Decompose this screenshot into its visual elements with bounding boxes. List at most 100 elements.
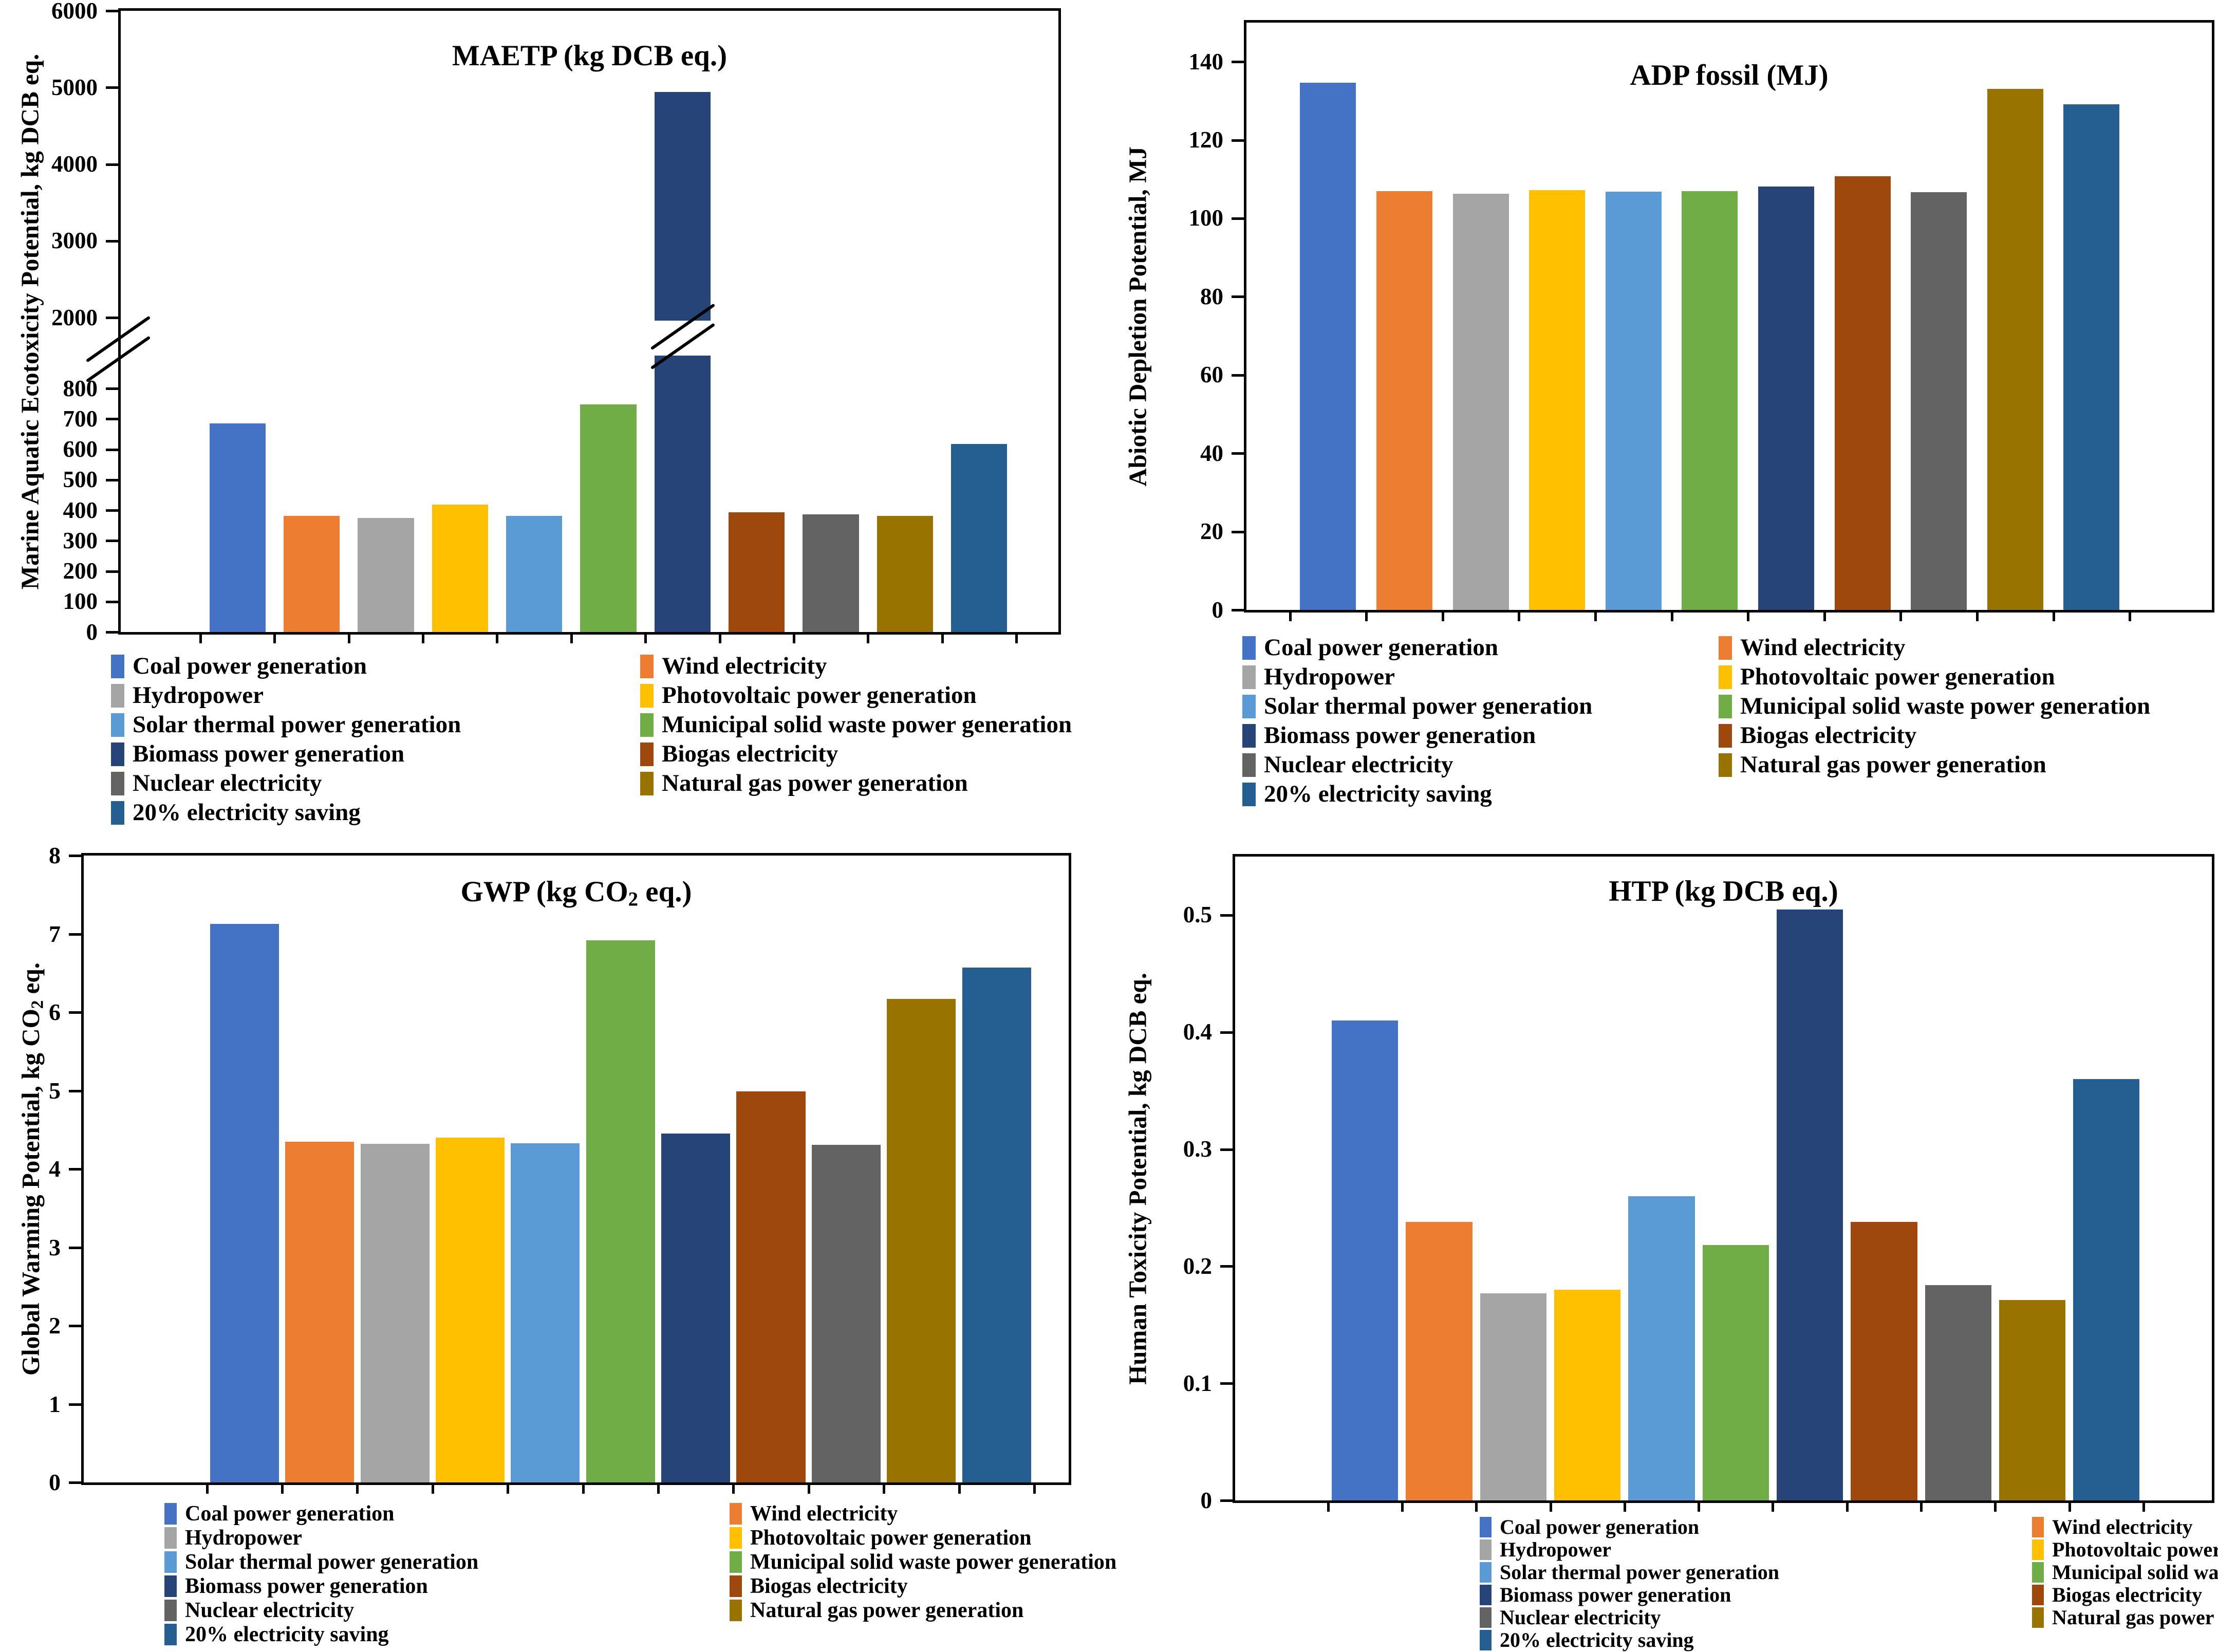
legend-label-msw: Municipal solid waste power generation xyxy=(2052,1561,2218,1584)
legend-swatch-biogas xyxy=(1719,723,1732,748)
maetp-plot-area: MAETP (kg DCB eq.) 6000 5000 4000 3000 2000 8… xyxy=(51,0,1061,643)
legend-swatch-solar xyxy=(111,713,124,737)
legend-item-wind: Wind electricity xyxy=(1719,633,1906,662)
legend-swatch-msw xyxy=(1719,694,1732,718)
legend-swatch-saving xyxy=(1242,782,1256,806)
y-tick-mark xyxy=(1232,452,1244,455)
legend-swatch-hydro xyxy=(1242,665,1256,689)
legend-label-pv: Photovoltaic power generation xyxy=(2052,1538,2218,1561)
y-tick-mark xyxy=(1232,530,1244,533)
y-tick-mark xyxy=(1220,1265,1233,1268)
x-tick-mark xyxy=(356,1485,359,1494)
x-tick-mark xyxy=(1846,1503,1849,1512)
gwp-y-axis-title-text: Global Warming Potential, kg CO xyxy=(16,1009,45,1376)
y-tick-label: 0 xyxy=(1200,1487,1213,1513)
legend-label-wind: Wind electricity xyxy=(2052,1515,2193,1538)
y-tick-mark xyxy=(106,418,118,421)
legend-swatch-saving xyxy=(164,1623,177,1645)
bar-coal xyxy=(209,423,266,632)
legend-item-saving: 20% electricity saving xyxy=(111,798,361,827)
legend-label-biogas: Biogas electricity xyxy=(1740,722,1917,749)
legend-swatch-pv xyxy=(1719,665,1732,689)
bar-nuclear xyxy=(1911,192,1967,610)
x-tick-mark xyxy=(347,635,350,643)
y-tick-label: 80 xyxy=(1200,283,1223,309)
legend-label-nuclear: Nuclear electricity xyxy=(1500,1606,1661,1629)
legend-label-solar: Solar thermal power generation xyxy=(133,711,461,738)
legend-item-natgas: Natural gas power generation xyxy=(1719,750,2046,779)
legend-swatch-nuclear xyxy=(1480,1607,1492,1628)
legend-item-hydro: Hydropower xyxy=(111,681,264,710)
bar-nuclear xyxy=(811,1144,881,1482)
legend-label-coal: Coal power generation xyxy=(133,653,367,679)
y-tick-label: 0.5 xyxy=(1183,902,1212,928)
legend-item-coal: Coal power generation xyxy=(1242,633,1498,662)
bar-coal xyxy=(210,923,279,1482)
y-tick-mark xyxy=(1220,914,1233,917)
x-tick-mark xyxy=(1976,612,1979,621)
legend-label-natgas: Natural gas power generation xyxy=(750,1598,1024,1622)
bar-biogas xyxy=(1834,176,1891,610)
x-tick-mark xyxy=(732,1485,735,1494)
legend-item-wind: Wind electricity xyxy=(640,652,827,681)
legend-swatch-solar xyxy=(1242,694,1256,718)
bar-pv xyxy=(1554,1289,1621,1500)
y-tick-label: 6000 xyxy=(51,0,98,24)
bar-coal xyxy=(1300,82,1356,610)
legend-label-solar: Solar thermal power generation xyxy=(1264,693,1593,719)
x-tick-mark xyxy=(1823,612,1826,621)
bar-hydro xyxy=(358,517,414,632)
x-tick-mark xyxy=(570,635,573,643)
y-tick-label: 0.2 xyxy=(1183,1253,1212,1279)
x-tick-mark xyxy=(1670,612,1673,621)
legend-label-saving: 20% electricity saving xyxy=(185,1622,389,1646)
x-tick-mark xyxy=(1289,612,1292,621)
bar-pv xyxy=(435,1138,505,1482)
legend-item-msw: Municipal solid waste power generation xyxy=(640,710,1072,739)
x-tick-mark xyxy=(657,1485,660,1494)
legend-swatch-coal xyxy=(1480,1517,1492,1537)
y-tick-mark xyxy=(1232,217,1244,220)
x-tick-mark xyxy=(718,635,721,643)
y-tick-label: 8 xyxy=(49,842,61,868)
y-tick-mark xyxy=(106,540,118,543)
x-tick-mark xyxy=(206,1485,209,1494)
legend-item-saving: 20% electricity saving xyxy=(1242,779,1492,809)
y-tick-mark xyxy=(106,387,118,391)
y-tick-label: 0.4 xyxy=(1183,1019,1212,1045)
bar-wind xyxy=(1376,191,1432,610)
bar-biomass xyxy=(1776,909,1843,1500)
htp-plot-area: HTP (kg DCB eq.) 0.5 0.4 0.3 0.2 0.1 0 xyxy=(1183,854,2214,1512)
legend-item-solar: Solar thermal power generation xyxy=(111,710,461,739)
legend-swatch-biomass xyxy=(164,1575,177,1597)
x-tick-mark xyxy=(431,1485,434,1494)
x-tick-mark xyxy=(582,1485,585,1494)
legend-item-pv: Photovoltaic power generation xyxy=(730,1526,1031,1550)
bar-hydro xyxy=(1452,193,1509,610)
y-tick-mark xyxy=(69,1403,81,1406)
legend-item-pv: Photovoltaic power generation xyxy=(1719,662,2055,692)
bar-msw xyxy=(580,404,637,632)
x-tick-mark xyxy=(1920,1503,1923,1512)
legend-label-pv: Photovoltaic power generation xyxy=(1740,663,2055,690)
x-tick-mark xyxy=(422,635,425,643)
x-tick-mark xyxy=(2129,612,2132,621)
legend-swatch-natgas xyxy=(1719,753,1732,777)
bar-biogas xyxy=(1851,1221,1917,1500)
legend-label-biogas: Biogas electricity xyxy=(750,1574,908,1598)
y-tick-label: 800 xyxy=(63,375,98,401)
y-tick-mark xyxy=(69,1481,81,1484)
y-tick-label: 0 xyxy=(86,619,98,645)
htp-y-axis-title: Human Toxicity Potential, kg DCB eq. xyxy=(1121,854,1154,1503)
legend-label-coal: Coal power generation xyxy=(1500,1515,1700,1538)
legend-label-biomass: Biomass power generation xyxy=(1500,1583,1731,1606)
legend-label-wind: Wind electricity xyxy=(1740,634,1906,661)
y-tick-label: 700 xyxy=(63,405,98,432)
x-tick-mark xyxy=(507,1485,510,1494)
legend-item-hydro: Hydropower xyxy=(1242,662,1395,692)
legend-swatch-solar xyxy=(164,1551,177,1573)
x-tick-mark xyxy=(1518,612,1521,621)
x-tick-mark xyxy=(1772,1503,1775,1512)
x-tick-mark xyxy=(867,635,870,643)
